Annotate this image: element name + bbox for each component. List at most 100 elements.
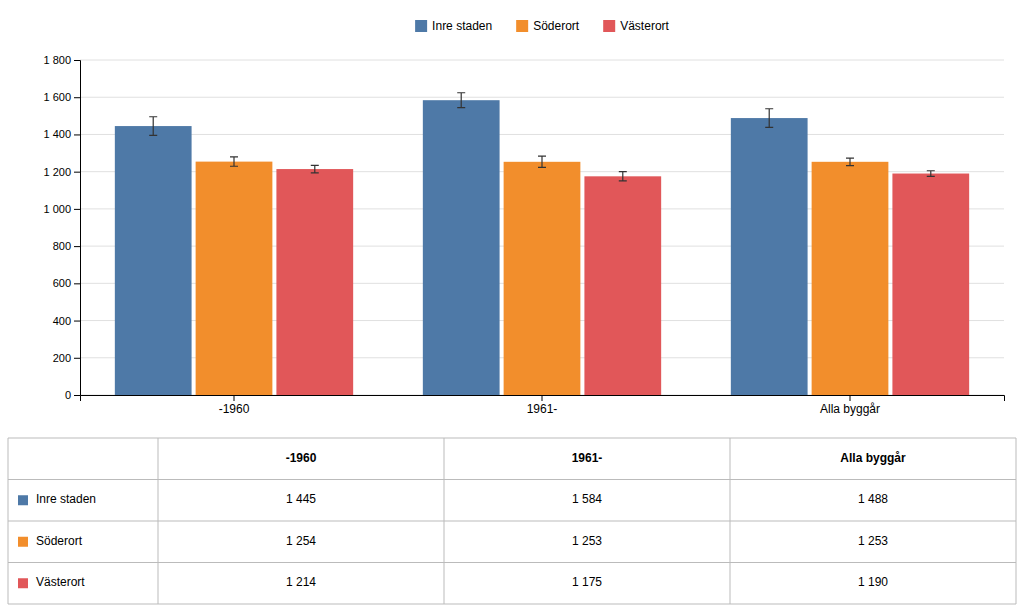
error-bar [311, 165, 319, 172]
table-line [8, 521, 1016, 522]
legend: Inre staden Söderort Västerort [415, 19, 669, 33]
table-line [1016, 438, 1017, 604]
bar [584, 176, 661, 395]
table-cell: 1 254 [286, 534, 316, 548]
tick-mark [74, 172, 80, 173]
tick: 400 [53, 315, 80, 327]
table-swatch [18, 495, 28, 505]
tick: 1961- [527, 395, 558, 416]
tick-mark [74, 209, 80, 210]
tick-mark [234, 395, 235, 401]
tick-mark [850, 395, 851, 401]
tick-label: 1 800 [43, 54, 71, 66]
table-row-label: Västerort [36, 575, 85, 589]
legend-item: Inre staden [415, 19, 492, 33]
tick: 1 200 [43, 166, 80, 178]
table-row-label: Inre staden [36, 492, 96, 506]
tick-mark [74, 283, 80, 284]
legend-label: Söderort [533, 19, 580, 33]
grid-line [80, 60, 1004, 61]
tick: 800 [53, 240, 80, 252]
legend-item: Söderort [516, 19, 580, 33]
series [115, 93, 808, 395]
error-bar [149, 117, 157, 136]
marks [115, 93, 969, 395]
table-cell: 1 253 [858, 534, 888, 548]
series [276, 165, 969, 395]
axis-line [81, 396, 1005, 402]
bar [423, 100, 500, 395]
tick-mark [74, 60, 80, 61]
error-bar [619, 172, 627, 181]
legend-label: Västerort [620, 19, 669, 33]
legend-swatch [603, 20, 615, 32]
table-cell: 1 584 [572, 492, 602, 506]
table-header: -1960 [286, 451, 317, 465]
error-bar [230, 157, 238, 166]
error-bar [765, 109, 773, 128]
tick-label: 1 400 [43, 128, 71, 140]
tick-label: 1961- [527, 402, 558, 416]
chart: 0 200 400 600 800 1 000 1 200 1 400 1 600 1 800 -1… [0, 0, 1024, 610]
grid [80, 60, 1004, 395]
table-line [8, 438, 9, 604]
bar [892, 174, 969, 395]
table-line [8, 562, 1016, 563]
error-bar [457, 93, 465, 108]
table-cell: 1 214 [286, 575, 316, 589]
error-bar [846, 158, 854, 165]
legend-swatch [516, 20, 528, 32]
y-axis: 0 200 400 600 800 1 000 1 200 1 400 1 600 1 800 [43, 54, 80, 401]
tick-label: 600 [53, 277, 71, 289]
tick-mark [542, 395, 543, 401]
tick: 0 [65, 389, 80, 401]
bar [504, 162, 581, 395]
tick-mark [74, 97, 80, 98]
tick-label: 1 600 [43, 91, 71, 103]
table-row-label: Söderort [36, 534, 83, 548]
tick: 1 000 [43, 203, 80, 215]
grid-line [80, 134, 1004, 135]
bar [115, 126, 192, 395]
x-axis: -1960 1961- Alla byggår [81, 395, 1005, 416]
table-line [8, 438, 1016, 439]
bar [196, 162, 273, 395]
table: -1960 1961- Alla byggår Inre staden 1 445 1 5… [8, 438, 1016, 604]
tick-label: 800 [53, 240, 71, 252]
table-cell: 1 175 [572, 575, 602, 589]
series [196, 156, 889, 395]
tick-mark [74, 358, 80, 359]
tick-mark [74, 134, 80, 135]
tick-label: 0 [65, 389, 71, 401]
table-header: 1961- [572, 451, 603, 465]
error-bar [538, 156, 546, 167]
error-bar [927, 171, 935, 177]
table-swatch [18, 578, 28, 588]
table-line [8, 479, 1016, 480]
table-cell: 1 190 [858, 575, 888, 589]
tick: 600 [53, 277, 80, 289]
table-cell: 1 253 [572, 534, 602, 548]
table-line [444, 438, 445, 604]
tick-mark [74, 246, 80, 247]
tick-label: Alla byggår [820, 402, 880, 416]
table-swatch [18, 537, 28, 547]
table-cell: 1 445 [286, 492, 316, 506]
bar [812, 162, 889, 395]
table-cell: 1 488 [858, 492, 888, 506]
grid-line [80, 97, 1004, 98]
legend-swatch [415, 20, 427, 32]
table-line [8, 604, 1016, 605]
tick-label: 400 [53, 315, 71, 327]
tick-label: 200 [53, 352, 71, 364]
tick-mark [74, 321, 80, 322]
tick-mark [74, 395, 80, 396]
bar [731, 118, 808, 395]
tick-label: -1960 [219, 402, 250, 416]
tick: 200 [53, 352, 80, 364]
axis-line [74, 61, 81, 396]
table-header: Alla byggår [840, 451, 906, 465]
tick: 1 600 [43, 91, 80, 103]
bar [276, 169, 353, 395]
legend-item: Västerort [603, 19, 669, 33]
